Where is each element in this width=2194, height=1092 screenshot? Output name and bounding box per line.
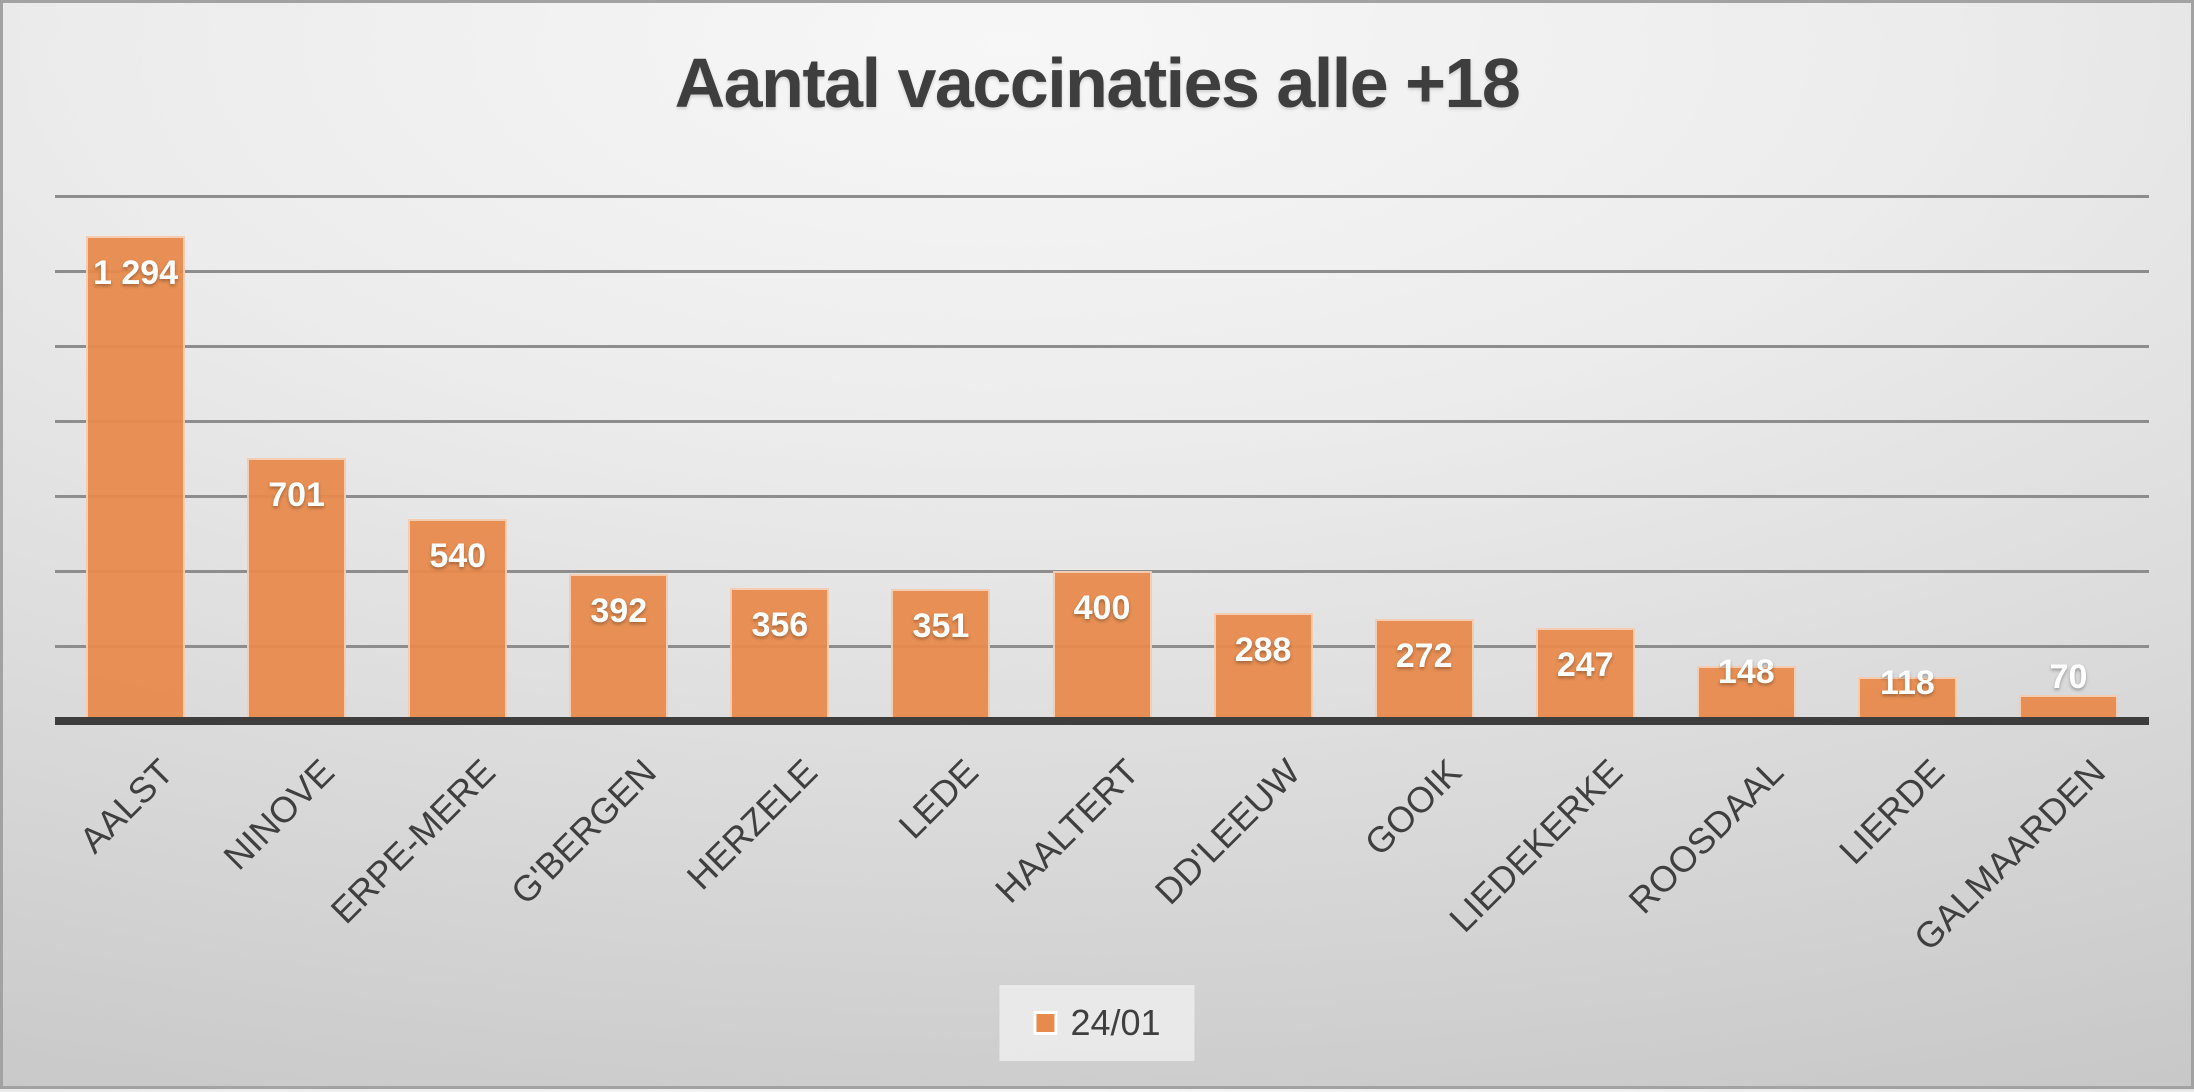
gridline [55, 344, 2149, 348]
bar-value-label: 701 [268, 476, 325, 515]
bar [569, 574, 669, 721]
gridline [55, 194, 2149, 198]
chart-title: Aantal vaccinaties alle +18 [674, 44, 1521, 122]
legend-swatch-icon [1033, 1011, 1058, 1035]
category-label: ERPE-MERE [322, 751, 503, 932]
category-label: G'BERGEN [502, 751, 664, 913]
bar-value-label: 288 [1234, 631, 1292, 669]
legend-label: 24/01 [1070, 1002, 1161, 1043]
category-label: AALST [70, 751, 181, 861]
bar-value-label: 400 [1073, 589, 1131, 627]
bar-value-label: 392 [590, 592, 648, 630]
bar-value-label: 148 [1717, 652, 1775, 691]
category-label: HAALTERT [987, 751, 1147, 911]
bar-value-label: 272 [1395, 637, 1453, 675]
bar [247, 458, 347, 721]
plot-area: 1 294 AALST 701 NINOVE 540 ERPE-MERE 392 G'BERG… [3, 3, 2194, 1092]
category-label: DD'LEEUW [1146, 751, 1309, 913]
bar [1374, 619, 1474, 721]
bar [891, 589, 991, 721]
category-label: LIEDEKERKE [1441, 751, 1631, 940]
category-label: GOOIK [1356, 751, 1470, 864]
bar-value-label: 1 294 [92, 253, 179, 292]
gridline [55, 494, 2149, 498]
category-label: HERZELE [678, 751, 825, 898]
bar [86, 235, 186, 721]
gridline [55, 419, 2149, 423]
bar-value-label: 247 [1556, 646, 1614, 685]
bar [408, 518, 508, 721]
bar [1213, 613, 1313, 721]
bar-value-label: 351 [912, 607, 970, 646]
bar [1535, 628, 1635, 721]
category-label: LIERDE [1831, 751, 1953, 872]
category-label: NINOVE [215, 751, 342, 878]
legend: 24/01 [999, 985, 1195, 1061]
bar [1052, 571, 1152, 721]
gridline [55, 269, 2149, 273]
bar-value-label: 70 [2049, 657, 2088, 696]
bar-value-label: 540 [429, 536, 487, 575]
category-label: LEDE [890, 751, 986, 847]
bar [1696, 665, 1796, 721]
category-label: ROOSDAAL [1620, 751, 1792, 922]
bar-value-label: 118 [1879, 663, 1935, 702]
bar [730, 587, 830, 721]
bar [2018, 694, 2118, 721]
x-axis-line [55, 717, 2149, 725]
bar [1857, 676, 1957, 721]
bar-value-label: 356 [751, 605, 809, 644]
